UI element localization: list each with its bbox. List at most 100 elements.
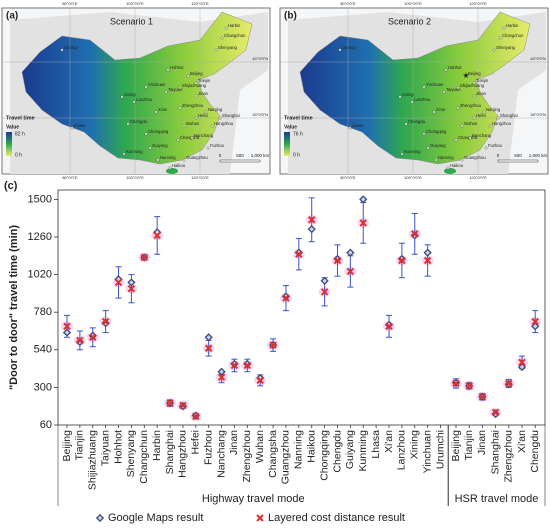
x-tick-label: Chongqing [318, 430, 330, 481]
google-marker [62, 328, 72, 337]
legend-marker [256, 514, 264, 522]
layered-marker [411, 230, 419, 238]
city-label: Hangzhou [492, 121, 512, 126]
lon-label: 100°0'0"E [404, 175, 422, 180]
google-marker [531, 322, 540, 331]
city-dot [194, 116, 198, 120]
city-label: Tianjin [198, 78, 211, 83]
legend-title: Travel time [284, 115, 313, 121]
city-label: Tianjin [476, 78, 489, 83]
google-marker [320, 276, 329, 285]
city-dot [460, 158, 464, 162]
x-tick-label: Tianjin [74, 430, 86, 461]
city-label: Shanghai [222, 113, 240, 118]
x-tick-label: Hefei [190, 430, 202, 455]
legend-gradient [284, 132, 290, 156]
layered-marker [101, 317, 110, 326]
lon-label: 120°0'0"E [469, 1, 487, 6]
city-dot [446, 166, 450, 170]
city-label: Changchun [502, 33, 524, 38]
city-dot [182, 124, 186, 128]
layered-marker [153, 231, 161, 240]
legend-title: Travel time [6, 115, 35, 121]
city-label: Lhasa [352, 123, 364, 128]
layered-marker [269, 341, 277, 349]
lon-label: 120°0'0"E [469, 175, 487, 180]
city-label: Kunming [404, 149, 421, 154]
lat-label: 30°0'0"N [530, 112, 546, 117]
lon-label: 100°0'0"E [126, 1, 144, 6]
layered-marker [217, 373, 226, 381]
city-dot [426, 146, 430, 150]
lon-label: 100°0'0"E [404, 1, 422, 6]
city-label: Chongqing [148, 129, 169, 134]
x-tick-label: Taiyuan [99, 430, 111, 466]
city-label: Nanjing [208, 107, 223, 112]
group-label: HSR travel mode [455, 493, 539, 505]
x-tick-label: Zhengzhou [241, 430, 253, 483]
lon-label: 80°0'0"E [62, 1, 78, 6]
layered-marker [204, 344, 213, 352]
layered-marker [230, 361, 239, 370]
x-tick-label: Xi'an [516, 430, 528, 453]
layered-marker [518, 358, 526, 367]
scale-bar [219, 159, 261, 163]
scale-label: 500 [236, 153, 244, 158]
city-label: Kunming [126, 149, 143, 154]
plot-frame [57, 189, 546, 426]
city-dot [178, 86, 182, 90]
lon-label: 80°0'0"E [62, 175, 78, 180]
panel-label: (c) [4, 180, 18, 192]
city-label: Shenyang [218, 45, 238, 50]
google-marker [491, 409, 500, 419]
city-label: Changchun [224, 33, 246, 38]
map-panel: 80°0'0"E 80°0'0"E 100°0'0"E 100°0'0"E 120°0'… [279, 1, 549, 180]
lon-label: 80°0'0"E [340, 1, 356, 6]
city-dot [444, 68, 448, 72]
lat-label: 40°0'0"N [252, 56, 268, 61]
city-dot [122, 152, 126, 156]
city-label: Harbin [506, 23, 519, 28]
legend-value: Value [6, 124, 19, 130]
city-label: Guangzhou [186, 155, 208, 160]
city-label: Nanjing [486, 107, 501, 112]
layered-marker [256, 376, 264, 385]
city-dot [472, 94, 476, 98]
x-tick-label: Fuzhou [202, 430, 214, 465]
x-tick-label: Harbin [151, 430, 163, 461]
y-tick-label: 1020 [28, 269, 52, 281]
x-tick-label: Changsha [267, 430, 279, 478]
google-marker [517, 362, 527, 372]
city-label: Jinan [198, 91, 209, 96]
x-tick-label: Tianjin [463, 430, 475, 461]
map-title: Scenario 2 [388, 16, 431, 26]
city-dot [456, 86, 460, 90]
city-dot [214, 48, 218, 52]
x-tick-label: Urumchi [434, 430, 446, 469]
layered-marker [423, 256, 432, 265]
google-marker [101, 319, 110, 328]
city-dot [206, 146, 210, 150]
group-label: Highway travel mode [202, 493, 305, 505]
city-label: Guangzhou [464, 155, 486, 160]
city-dot [182, 158, 186, 162]
city-dot [496, 116, 500, 120]
city-label: Taiyuan [446, 87, 461, 92]
city-dot [178, 106, 182, 110]
city-label: Haikou [450, 163, 464, 168]
google-marker [346, 248, 355, 257]
city-dot [468, 136, 472, 140]
city-dot [482, 110, 486, 114]
city-label: Shenyang [496, 45, 516, 50]
city-label: Guiyang [430, 143, 446, 148]
city-dot [400, 152, 404, 156]
city-dot [498, 36, 502, 40]
city-label: Haikou [172, 163, 186, 168]
x-tick-label: Changchun [138, 430, 150, 484]
layered-marker [333, 256, 342, 265]
layered-marker [295, 250, 303, 258]
panel-label: (a) [6, 11, 18, 22]
x-tick-label: Shijiazhuang [87, 430, 99, 490]
layered-marker [359, 219, 367, 227]
layered-marker [478, 393, 487, 401]
